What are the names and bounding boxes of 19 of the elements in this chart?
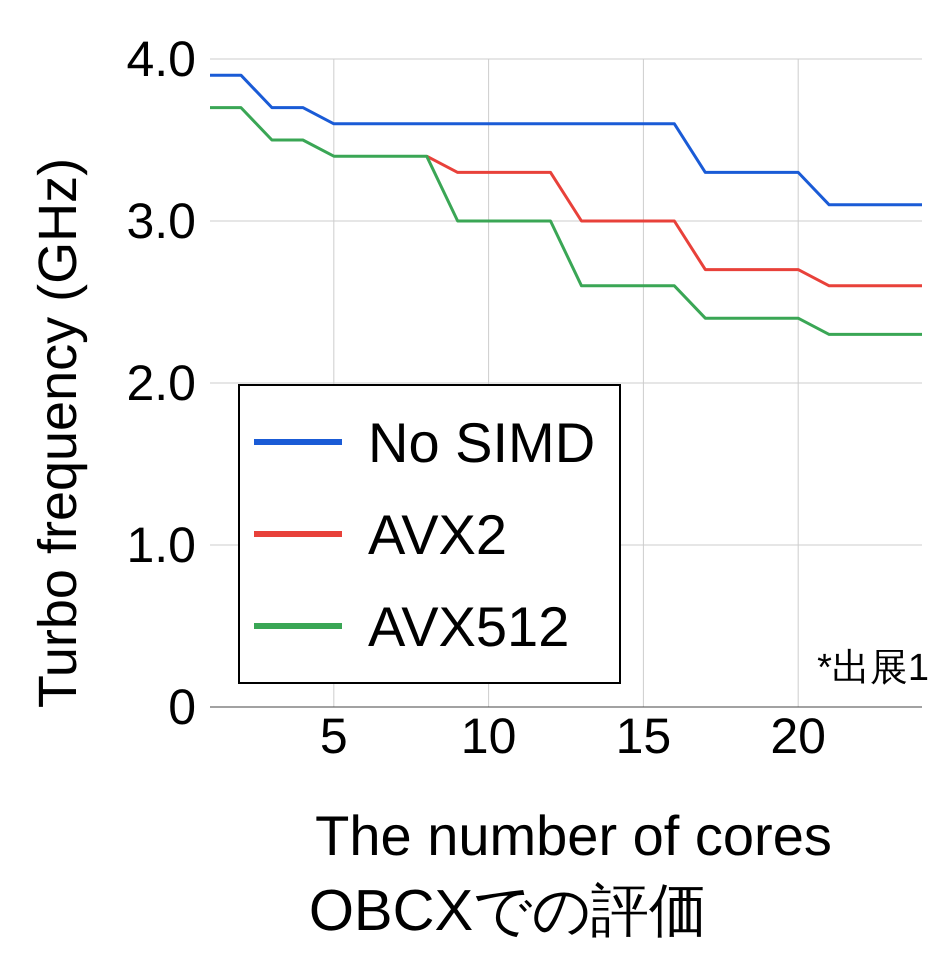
line-series [210, 106, 922, 336]
x-tick-label: 5 [320, 708, 348, 764]
y-tick-label: 4.0 [126, 31, 196, 87]
y-tick-label: 0 [168, 679, 196, 735]
x-tick-label: 20 [770, 708, 826, 764]
legend-label: No SIMD [368, 410, 596, 474]
text: OBCXでの評価 [308, 877, 708, 945]
x-tick-label: 10 [460, 708, 516, 764]
y-tick-label: 1.0 [126, 517, 196, 573]
x-axis-title: The number of cores [314, 804, 833, 868]
x-tick-label: 15 [616, 708, 672, 764]
annotation: *出展1 [817, 646, 929, 691]
y-tick-label: 2.0 [126, 355, 196, 411]
y-tick-label: 3.0 [126, 193, 196, 249]
line-series [210, 74, 922, 206]
line-series [425, 154, 922, 288]
y-axis-title: Turbo frequency (GHz) [27, 158, 89, 708]
legend-label: AVX2 [368, 502, 508, 566]
legend-label: AVX512 [368, 594, 570, 658]
